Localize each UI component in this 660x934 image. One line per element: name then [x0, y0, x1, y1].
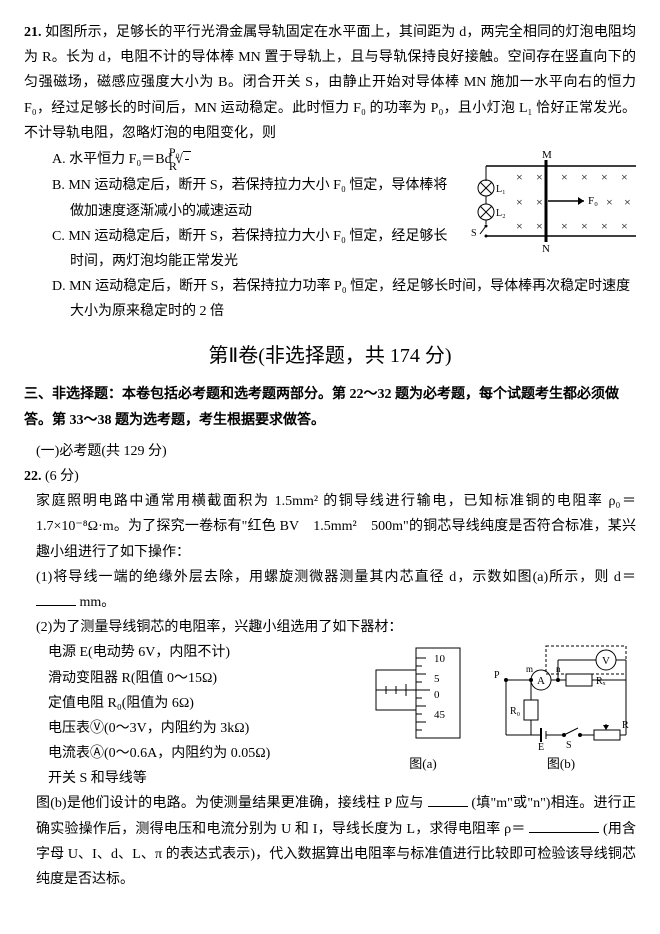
- q21-opt-d: D. MN 运动稳定后，断开 S，若保持拉力功率 P₀ 恒定，经足够长时间，导体…: [52, 274, 636, 324]
- question-21: 21. 如图所示，足够长的平行光滑金属导轨固定在水平面上，其间距为 d，两完全相…: [24, 20, 636, 324]
- q22-number: 22.: [24, 469, 42, 484]
- label-m: M: [542, 149, 552, 161]
- q21-opt-c: C. MN 运动稳定后，断开 S，若保持拉力大小 F₀ 恒定，经足够长时间，两灯…: [52, 224, 458, 274]
- q22-p2: (1)将导线一端的绝缘外层去除，用螺旋测微器测量其内芯直径 d，示数如图(a)所…: [36, 565, 636, 615]
- blank-rho: [529, 818, 599, 833]
- label-s2: S: [566, 740, 572, 750]
- tick-0: 0: [434, 689, 440, 701]
- label-rx: Rₓ: [596, 676, 606, 687]
- q22-item-1: 电源 E(电动势 6V，内阻不计): [48, 640, 360, 665]
- q21-opt-b: B. MN 运动稳定后，断开 S，若保持拉力大小 F₀ 恒定，导体棒将做加速度逐…: [52, 173, 458, 223]
- svg-text:×: ×: [621, 219, 628, 233]
- blank-mn: [428, 792, 468, 807]
- svg-text:×: ×: [536, 195, 543, 209]
- fig-b-caption: 图(b): [486, 752, 636, 775]
- q21-stem-text: 如图所示，足够长的平行光滑金属导轨固定在水平面上，其间距为 d，两完全相同的灯泡…: [24, 25, 636, 141]
- label-s: S: [471, 228, 477, 239]
- svg-text:×: ×: [624, 195, 631, 209]
- svg-text:×: ×: [601, 170, 608, 184]
- q22-items: 电源 E(电动势 6V，内阻不计) 滑动变阻器 R(阻值 0～15Ω) 定值电阻…: [24, 640, 360, 791]
- svg-text:×: ×: [516, 195, 523, 209]
- label-l2: L₂: [496, 208, 506, 219]
- sqrt-body: P₀R: [183, 151, 191, 167]
- label-p: P: [494, 670, 500, 681]
- q21-stem: 21. 如图所示，足够长的平行光滑金属导轨固定在水平面上，其间距为 d，两完全相…: [24, 20, 636, 146]
- svg-text:×: ×: [536, 219, 543, 233]
- q22-item-2: 滑动变阻器 R(阻值 0～15Ω): [48, 666, 360, 691]
- label-v: V: [602, 655, 610, 667]
- section-2-title: 第Ⅱ卷(非选择题，共 174 分): [24, 338, 636, 374]
- q22-head: 22. (6 分): [24, 464, 636, 489]
- label-r: R: [622, 720, 629, 731]
- q22-points: (6 分): [45, 469, 79, 484]
- blank-d: [36, 591, 76, 606]
- q21-options: A. 水平恒力 F₀＝Bd √P₀R B. MN 运动稳定后，断开 S，若保持拉…: [24, 146, 458, 274]
- q22-p4a: 图(b)是他们设计的电路。为使测量结果更准确，接线柱 P 应与: [36, 796, 424, 811]
- q21-circuit-svg: L₁ L₂ S M N F₀: [466, 146, 636, 256]
- micrometer-svg: 10 5 0 45: [368, 640, 478, 750]
- svg-text:×: ×: [516, 219, 523, 233]
- svg-text:×: ×: [581, 219, 588, 233]
- q22-p1: 家庭照明电路中通常用横截面积为 1.5mm² 的铜导线进行输电，已知标准铜的电阻…: [36, 489, 636, 565]
- q21-number: 21.: [24, 25, 42, 40]
- q22-item-sw: 开关 S 和导线等: [48, 766, 360, 791]
- q22-fig-b: V P A Rₓ m n: [486, 640, 636, 775]
- svg-text:×: ×: [561, 170, 568, 184]
- q22-item-vm: 电压表Ⓥ(0～3V，内阻约为 3kΩ): [48, 716, 360, 741]
- q21-opt-a: A. 水平恒力 F₀＝Bd √P₀R: [52, 146, 458, 173]
- tick-5: 5: [434, 673, 440, 685]
- svg-text:×: ×: [561, 219, 568, 233]
- q22-fig-a: 10 5 0 45 图(a): [368, 640, 478, 775]
- label-a: A: [537, 675, 545, 687]
- label-r0: R₀: [510, 706, 521, 717]
- question-22: 22. (6 分) 家庭照明电路中通常用横截面积为 1.5mm² 的铜导线进行输…: [24, 464, 636, 892]
- q21-options-row: A. 水平恒力 F₀＝Bd √P₀R B. MN 运动稳定后，断开 S，若保持拉…: [24, 146, 636, 274]
- q22-p2a: (1)将导线一端的绝缘外层去除，用螺旋测微器测量其内芯直径 d，示数如图(a)所…: [36, 570, 636, 585]
- svg-text:×: ×: [581, 170, 588, 184]
- label-m: m: [526, 664, 533, 674]
- q22-p2b: mm。: [80, 595, 116, 610]
- section-2-sub: (一)必考题(共 129 分): [36, 439, 636, 464]
- fig-a-caption: 图(a): [368, 752, 478, 775]
- svg-text:×: ×: [536, 170, 543, 184]
- section-2-note: 三、非选择题：本卷包括必考题和选考题两部分。第 22～32 题为必考题，每个试题…: [24, 382, 636, 432]
- label-l1: L₁: [496, 184, 506, 195]
- q22-p4: 图(b)是他们设计的电路。为使测量结果更准确，接线柱 P 应与 (填"m"或"n…: [36, 791, 636, 892]
- tick-45: 45: [434, 709, 446, 721]
- label-n: N: [542, 243, 550, 255]
- svg-text:×: ×: [516, 170, 523, 184]
- q22-p3: (2)为了测量导线铜芯的电阻率，兴趣小组选用了如下器材：: [36, 615, 636, 640]
- svg-text:×: ×: [606, 195, 613, 209]
- svg-text:×: ×: [621, 170, 628, 184]
- q22-item-am: 电流表Ⓐ(0～0.6A，内阻约为 0.05Ω): [48, 741, 360, 766]
- q22-item-3: 定值电阻 R₀(阻值为 6Ω): [48, 691, 360, 716]
- circuit-b-svg: V P A Rₓ m n: [486, 640, 636, 750]
- q22-row: 电源 E(电动势 6V，内阻不计) 滑动变阻器 R(阻值 0～15Ω) 定值电阻…: [24, 640, 636, 791]
- tick-10: 10: [434, 653, 446, 665]
- label-f: F₀: [588, 195, 598, 207]
- label-e: E: [538, 742, 544, 750]
- q21-figure: L₁ L₂ S M N F₀: [466, 146, 636, 256]
- svg-text:×: ×: [601, 219, 608, 233]
- q21-opt-a-pre: A. 水平恒力 F₀＝Bd: [52, 152, 172, 167]
